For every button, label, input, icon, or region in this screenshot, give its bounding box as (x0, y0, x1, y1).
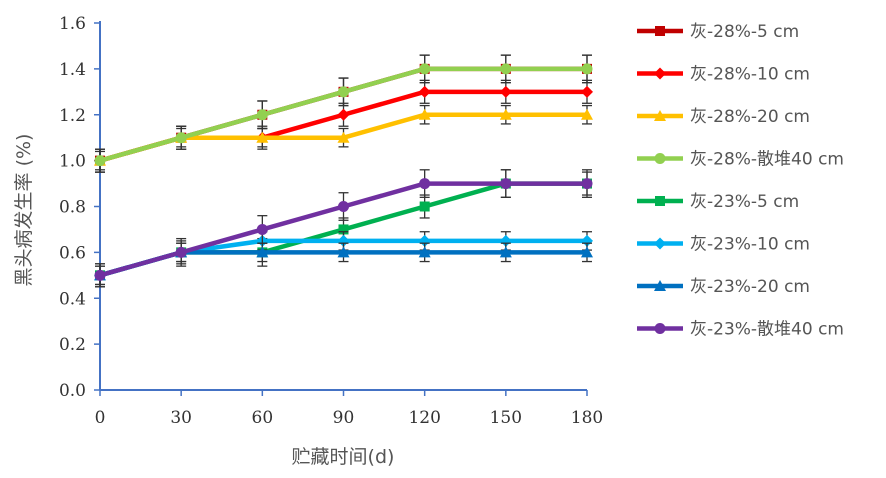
series-7 (94, 242, 593, 286)
legend-item: 灰-23%-5 cm (637, 192, 799, 212)
data-point (581, 63, 593, 75)
data-point (500, 63, 512, 75)
x-tick-label: 90 (333, 408, 355, 428)
y-tick-label: 0.0 (59, 381, 86, 401)
legend-swatch-marker (655, 196, 665, 206)
legend-swatch-marker (654, 110, 666, 121)
data-point (338, 86, 349, 98)
data-point (338, 224, 349, 235)
legend-item: 灰-23%-10 cm (637, 235, 810, 255)
x-tick-label: 60 (252, 408, 274, 428)
data-point (337, 246, 350, 258)
y-tick-label: 0.6 (59, 243, 86, 263)
data-point (337, 234, 350, 247)
legend-label: 灰-23%-10 cm (690, 235, 810, 255)
data-point (338, 201, 349, 212)
legend-swatch-marker (654, 153, 666, 164)
x-tick-label: 0 (95, 408, 106, 428)
y-axis-title: 黑头病发生率 (%) (13, 134, 35, 287)
series-8 (94, 169, 593, 288)
x-axis-title: 贮藏时间(d) (292, 446, 395, 468)
series-4 (94, 54, 593, 173)
data-point (337, 131, 350, 143)
legend: 灰-28%-5 cm 灰-28%-10 cm 灰-28%-20 cm 灰-28%-散堆… (637, 22, 844, 340)
data-point (419, 201, 430, 212)
data-point (418, 246, 431, 258)
legend-item: 灰-28%-散堆40 cm (637, 150, 844, 170)
y-tick-label: 1.0 (59, 152, 86, 172)
x-tick-label: 120 (408, 408, 440, 428)
legend-swatch-marker (655, 26, 665, 36)
data-point (175, 132, 187, 144)
data-point (418, 85, 431, 98)
legend-swatch-marker (654, 323, 666, 334)
y-tick-label: 0.2 (59, 335, 86, 355)
legend-label: 灰-28%-5 cm (690, 22, 799, 42)
data-point (256, 223, 268, 235)
legend-label: 灰-28%-10 cm (690, 65, 810, 85)
data-point (581, 234, 593, 247)
legend-label: 灰-28%-20 cm (690, 107, 810, 127)
data-point (499, 85, 512, 98)
data-point (500, 178, 512, 190)
legend-label: 灰-28%-散堆40 cm (690, 150, 844, 170)
series-5 (95, 169, 592, 288)
legend-label: 灰-23%-20 cm (690, 277, 810, 297)
data-point (94, 155, 106, 167)
data-point (418, 108, 431, 120)
legend-label: 灰-23%-5 cm (690, 192, 799, 212)
y-tick-label: 0.8 (59, 198, 86, 218)
y-tick-label: 1.4 (59, 60, 86, 80)
legend-swatch-marker (654, 280, 666, 291)
x-tick-label: 30 (170, 408, 192, 428)
legend-item: 灰-28%-20 cm (637, 107, 810, 127)
y-tick-label: 1.6 (59, 14, 86, 34)
data-point (581, 108, 593, 120)
data-point (499, 246, 512, 258)
data-point (256, 109, 268, 121)
legend-swatch-marker (654, 237, 666, 250)
legend-label: 灰-23%-散堆40 cm (690, 320, 844, 340)
legend-item: 灰-28%-10 cm (637, 65, 810, 85)
data-point (419, 63, 431, 75)
x-tick-label: 180 (571, 408, 603, 428)
data-point (94, 269, 106, 281)
data-point (581, 85, 593, 98)
data-point (418, 234, 431, 247)
data-point (499, 234, 512, 247)
data-point (337, 108, 350, 121)
data-point (581, 246, 593, 258)
data-point (581, 178, 593, 190)
series-layer (94, 54, 593, 288)
data-point (175, 246, 187, 258)
legend-item: 灰-23%-20 cm (637, 277, 810, 297)
axes: 0.0 0.2 0.4 0.6 0.8 1.0 1.2 1.4 1.6 0 30 60 90 120 150… (59, 14, 603, 428)
y-tick-label: 0.4 (59, 289, 86, 309)
legend-item: 灰-28%-5 cm (637, 22, 799, 42)
data-point (499, 108, 512, 120)
y-tick-label: 1.2 (59, 106, 86, 126)
legend-swatch-marker (654, 67, 666, 80)
data-point (256, 131, 269, 143)
data-point (256, 246, 269, 258)
data-point (419, 178, 431, 190)
x-tick-label: 150 (490, 408, 522, 428)
legend-item: 灰-23%-散堆40 cm (637, 320, 844, 340)
